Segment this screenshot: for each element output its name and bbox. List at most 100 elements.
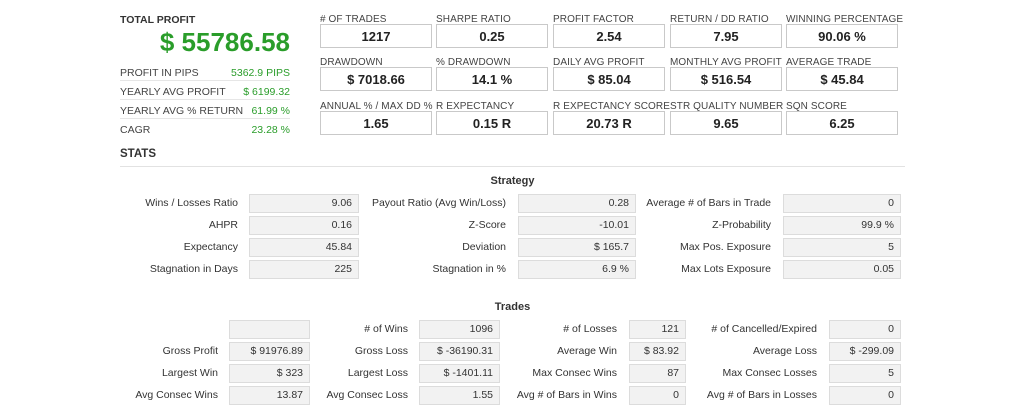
metric-label: # OF TRADES: [320, 14, 387, 25]
metric-label: RETURN / DD RATIO: [670, 14, 769, 25]
strategy-label: Expectancy: [183, 241, 238, 253]
trades-label: Gross Loss: [354, 345, 408, 357]
strategy-label: Z-Probability: [712, 219, 771, 231]
metric-value: 1.65: [320, 111, 432, 135]
metric-value: $ 7018.66: [320, 67, 432, 91]
trades-label: Avg # of Bars in Wins: [516, 389, 617, 401]
metric-label: PROFIT FACTOR: [553, 14, 634, 25]
trades-label: Max Consec Wins: [532, 367, 617, 379]
strategy-value: 45.84: [249, 238, 359, 257]
metric-label: ANNUAL % / MAX DD %: [320, 101, 433, 112]
strategy-value: 9.06: [249, 194, 359, 213]
strategy-value: 6.9 %: [518, 260, 636, 279]
metric-value: 14.1 %: [436, 67, 548, 91]
profit-in-pips-value: 5362.9 PIPS: [231, 67, 290, 79]
trades-label: Gross Profit: [162, 345, 218, 357]
strategy-label: Z-Score: [468, 219, 506, 231]
stats-divider: [120, 166, 905, 167]
trades-value: $ -36190.31: [419, 342, 500, 361]
trades-value: 1.55: [419, 386, 500, 405]
trades-value: $ 323: [229, 364, 310, 383]
strategy-value: 0.16: [249, 216, 359, 235]
trades-value: 121: [629, 320, 686, 339]
yearly-avg-return-value: 61.99 %: [251, 105, 290, 117]
trades-value: $ -299.09: [829, 342, 901, 361]
strategy-value: 0.05: [783, 260, 901, 279]
strategy-label: Payout Ratio (Avg Win/Loss): [371, 197, 506, 209]
trades-value: $ 91976.89: [229, 342, 310, 361]
metric-value: 2.54: [553, 24, 665, 48]
strategy-label: Wins / Losses Ratio: [145, 197, 238, 209]
trades-label: Average Loss: [752, 345, 817, 357]
strategy-value: 225: [249, 260, 359, 279]
strategy-value: $ 165.7: [518, 238, 636, 257]
cagr-label: CAGR: [120, 124, 151, 136]
metric-value: 90.06 %: [786, 24, 898, 48]
trades-label: # of Losses: [563, 323, 617, 335]
metric-value: $ 85.04: [553, 67, 665, 91]
metric-value: 6.25: [786, 111, 898, 135]
strategy-label: Stagnation in Days: [149, 263, 238, 275]
trades-value: $ 83.92: [629, 342, 686, 361]
trades-label: # of Wins: [364, 323, 408, 335]
trades-value: 0: [829, 320, 901, 339]
metric-value: 9.65: [670, 111, 782, 135]
trades-value: 5: [829, 364, 901, 383]
metric-label: R EXPECTANCY SCORE: [553, 101, 671, 112]
metric-value: 7.95: [670, 24, 782, 48]
strategy-value: 0.28: [518, 194, 636, 213]
strategy-label: Average # of Bars in Trade: [646, 197, 771, 209]
trades-label: Avg Consec Wins: [135, 389, 218, 401]
trades-value: 0: [629, 386, 686, 405]
strategy-label: Max Pos. Exposure: [679, 241, 771, 253]
yearly-avg-profit-label: YEARLY AVG PROFIT: [120, 86, 226, 98]
strategy-value: 5: [783, 238, 901, 257]
trades-value: 13.87: [229, 386, 310, 405]
metric-value: 1217: [320, 24, 432, 48]
trades-value: [229, 320, 310, 339]
trades-label: Avg Consec Loss: [326, 389, 408, 401]
strategy-value: 99.9 %: [783, 216, 901, 235]
metric-label: SQN SCORE: [786, 101, 847, 112]
trades-value: 87: [629, 364, 686, 383]
strategy-label: Stagnation in %: [432, 263, 506, 275]
divider: [120, 80, 290, 81]
strategy-label: AHPR: [208, 219, 238, 231]
trades-title: Trades: [494, 301, 531, 313]
metric-value: $ 45.84: [786, 67, 898, 91]
strategy-label: Max Lots Exposure: [681, 263, 771, 275]
trades-value: 0: [829, 386, 901, 405]
divider: [120, 118, 290, 119]
metric-value: 20.73 R: [553, 111, 665, 135]
strategy-label: Deviation: [462, 241, 506, 253]
profit-in-pips-label: PROFIT IN PIPS: [120, 67, 199, 79]
yearly-avg-return-label: YEARLY AVG % RETURN: [120, 105, 244, 117]
metric-label: WINNING PERCENTAGE: [786, 14, 904, 25]
trades-value: 1096: [419, 320, 500, 339]
metric-label: DRAWDOWN: [320, 57, 383, 68]
metric-value: $ 516.54: [670, 67, 782, 91]
stats-title: STATS: [120, 148, 156, 160]
trades-label: Avg # of Bars in Losses: [706, 389, 817, 401]
strategy-value: 0: [783, 194, 901, 213]
metric-label: AVERAGE TRADE: [786, 57, 872, 68]
trades-label: Average Win: [557, 345, 617, 357]
metric-label: R EXPECTANCY: [436, 101, 515, 112]
strategy-value: -10.01: [518, 216, 636, 235]
total-profit-label: TOTAL PROFIT: [120, 14, 196, 26]
metric-label: MONTHLY AVG PROFIT: [670, 57, 782, 68]
cagr-value: 23.28 %: [251, 124, 290, 136]
strategy-title: Strategy: [490, 175, 535, 187]
metric-value: 0.15 R: [436, 111, 548, 135]
yearly-avg-profit-value: $ 6199.32: [243, 86, 290, 98]
total-profit-value: $ 55786.58: [159, 27, 290, 57]
trades-label: Largest Win: [161, 367, 218, 379]
trades-label: Max Consec Losses: [722, 367, 817, 379]
trades-label: # of Cancelled/Expired: [711, 323, 817, 335]
divider: [120, 99, 290, 100]
metric-label: SHARPE RATIO: [436, 14, 511, 25]
trades-label: Largest Loss: [347, 367, 408, 379]
metric-value: 0.25: [436, 24, 548, 48]
trades-value: $ -1401.11: [419, 364, 500, 383]
metric-label: DAILY AVG PROFIT: [553, 57, 645, 68]
